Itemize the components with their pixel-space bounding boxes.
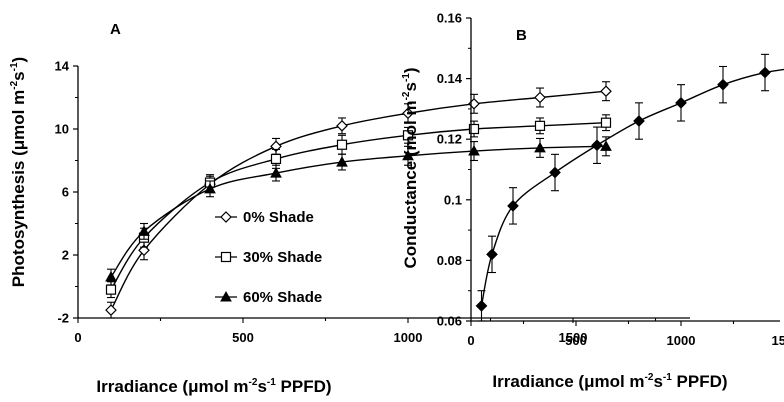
legend-label: 60% Shade — [243, 289, 322, 306]
legend-entry: 0% Shade — [215, 209, 314, 226]
data-point — [337, 121, 347, 131]
series-30-shade — [107, 115, 611, 298]
series-60-shade — [106, 137, 611, 285]
x-tick-label: 0 — [74, 330, 81, 345]
y-tick-label: -2 — [57, 311, 69, 326]
x-tick-label: 0 — [467, 333, 474, 348]
data-point — [718, 80, 728, 90]
panel-a: A Photosynthesis (μmol m-2s-1) Irradianc… — [9, 21, 690, 396]
data-point — [550, 168, 560, 178]
x-tick-label: 500 — [232, 330, 254, 345]
panel-a-letter: A — [110, 21, 121, 38]
data-point — [272, 154, 281, 163]
data-point — [477, 301, 487, 311]
x-tick-label: 1000 — [667, 333, 696, 348]
data-point — [602, 118, 611, 127]
y-tick-label: 0.16 — [437, 11, 462, 26]
y-tick-label: 14 — [55, 59, 70, 74]
data-point — [760, 68, 770, 78]
y-tick-label: 0.08 — [437, 253, 462, 268]
data-point — [338, 140, 347, 149]
y-tick-label: 2 — [62, 248, 69, 263]
data-point — [536, 121, 545, 130]
x-tick-label: 1500 — [772, 333, 784, 348]
y-tick-label: 10 — [55, 122, 69, 137]
panel-b-y-axis-title: Conductance (mol m-2s-1) — [401, 67, 420, 268]
panel-b-letter: B — [516, 27, 527, 44]
panel-b-x-axis-title: Irradiance (μmol m-2s-1 PPFD) — [492, 372, 727, 391]
data-point — [676, 98, 686, 108]
data-point — [634, 116, 644, 126]
panel-a-x-axis-title: Irradiance (μmol m-2s-1 PPFD) — [96, 377, 331, 396]
data-point — [592, 140, 602, 150]
legend-marker — [222, 253, 231, 262]
y-tick-label: 0.12 — [437, 132, 462, 147]
y-tick-label: 6 — [62, 185, 69, 200]
legend-entry: 30% Shade — [215, 249, 322, 266]
series-line — [482, 66, 784, 305]
series-line — [111, 146, 606, 277]
data-point — [535, 93, 545, 103]
series-0-shade — [106, 82, 611, 318]
x-tick-label: 1000 — [394, 330, 423, 345]
legend-entry: 60% Shade — [215, 289, 322, 306]
series-conductance — [477, 45, 784, 321]
y-tick-label: 0.14 — [437, 71, 463, 86]
data-point — [601, 86, 611, 96]
panel-b: B Conductance (mol m-2s-1) Irradiance (μ… — [401, 11, 784, 392]
data-point — [107, 285, 116, 294]
data-point — [106, 272, 116, 281]
x-tick-label: 500 — [565, 333, 587, 348]
legend-label: 0% Shade — [243, 209, 314, 226]
panel-a-y-axis-title: Photosynthesis (μmol m-2s-1) — [9, 57, 28, 287]
legend-marker — [221, 212, 231, 222]
legend-label: 30% Shade — [243, 249, 322, 266]
data-point — [106, 305, 116, 315]
y-tick-label: 0.1 — [444, 192, 462, 207]
y-tick-label: 0.06 — [437, 314, 462, 329]
data-point — [487, 249, 497, 259]
